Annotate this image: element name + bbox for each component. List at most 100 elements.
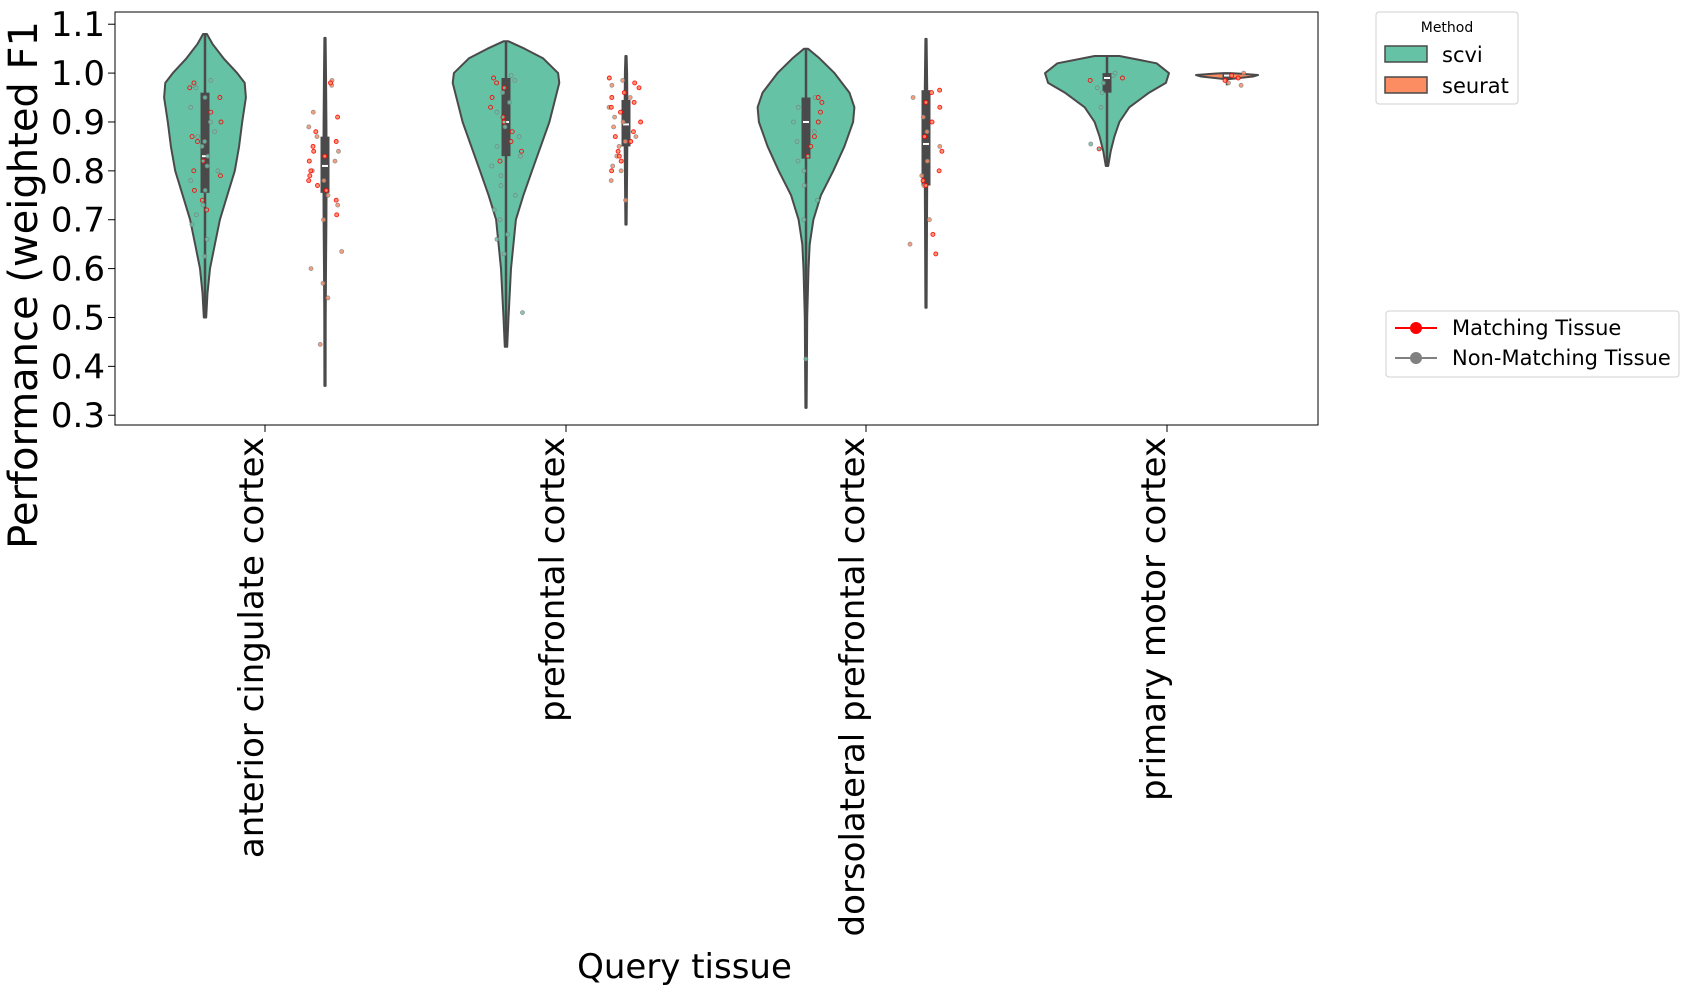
non-matching-point bbox=[325, 295, 331, 301]
violin-iqr-box bbox=[1102, 73, 1112, 93]
y-tick-label: 0.9 bbox=[51, 103, 105, 143]
non-matching-point bbox=[608, 178, 614, 184]
violin-iqr-box bbox=[621, 99, 631, 147]
non-matching-point bbox=[907, 241, 913, 247]
non-matching-point bbox=[325, 192, 331, 198]
violin-iqr-box bbox=[501, 77, 511, 157]
matching-point bbox=[191, 80, 197, 86]
matching-point bbox=[313, 129, 319, 135]
matching-point bbox=[805, 153, 811, 159]
non-matching-point bbox=[508, 73, 514, 78]
y-tick-label: 0.6 bbox=[51, 250, 105, 290]
non-matching-point bbox=[1099, 90, 1105, 95]
non-matching-point bbox=[920, 114, 926, 120]
matching-point bbox=[939, 148, 945, 154]
non-matching-point bbox=[520, 310, 525, 316]
matching-point bbox=[491, 75, 497, 81]
non-matching-point bbox=[1241, 70, 1247, 76]
matching-point bbox=[632, 80, 638, 86]
non-matching-point bbox=[927, 217, 932, 223]
non-matching-point bbox=[208, 78, 214, 83]
non-matching-point bbox=[212, 129, 218, 135]
tissue-legend-marker bbox=[1410, 322, 1422, 334]
non-matching-point bbox=[308, 266, 314, 272]
method-legend-swatch bbox=[1384, 45, 1428, 63]
violin-iqr-box bbox=[801, 97, 811, 159]
matching-point bbox=[500, 114, 506, 120]
matching-point bbox=[922, 134, 928, 140]
non-matching-point bbox=[815, 197, 820, 203]
matching-point bbox=[628, 139, 634, 144]
non-matching-point bbox=[795, 158, 801, 164]
matching-point bbox=[631, 99, 637, 105]
non-matching-point bbox=[791, 119, 796, 125]
matching-point bbox=[930, 231, 936, 237]
non-matching-point bbox=[189, 222, 195, 228]
non-matching-point bbox=[494, 143, 500, 149]
y-tick-label: 1.1 bbox=[51, 5, 105, 45]
matching-point bbox=[1120, 75, 1125, 81]
non-matching-point bbox=[910, 95, 916, 100]
non-matching-point bbox=[1112, 70, 1118, 76]
matching-point bbox=[509, 129, 515, 135]
non-matching-point bbox=[1094, 85, 1100, 91]
matching-point bbox=[929, 119, 935, 125]
matching-point bbox=[311, 148, 317, 154]
plot-frame bbox=[114, 11, 1319, 426]
matching-point bbox=[189, 134, 195, 140]
x-tick-label: primary motor cortex bbox=[1134, 437, 1174, 801]
non-matching-point bbox=[215, 168, 221, 174]
matching-point bbox=[1096, 146, 1102, 152]
non-matching-point bbox=[494, 109, 500, 115]
non-matching-point bbox=[633, 134, 639, 140]
method-legend-swatch bbox=[1384, 76, 1428, 94]
non-matching-point bbox=[512, 78, 518, 83]
matching-point bbox=[334, 212, 340, 218]
x-tick-label: dorsolateral prefrontal cortex bbox=[833, 437, 873, 936]
matching-point bbox=[488, 104, 494, 110]
non-matching-point bbox=[1226, 80, 1231, 86]
non-matching-point bbox=[512, 192, 518, 198]
matching-point bbox=[322, 153, 328, 159]
matching-point bbox=[811, 134, 817, 140]
tissue-legend-label: Matching Tissue bbox=[1452, 316, 1621, 340]
matching-point bbox=[199, 197, 205, 203]
matching-point bbox=[933, 251, 939, 257]
non-matching-point bbox=[314, 134, 320, 140]
matching-point bbox=[621, 90, 627, 96]
matching-point bbox=[323, 187, 329, 193]
non-matching-point bbox=[618, 168, 624, 174]
matching-point bbox=[606, 75, 612, 81]
non-matching-point bbox=[202, 95, 208, 100]
violin-iqr-box bbox=[320, 136, 330, 193]
non-matching-point bbox=[335, 202, 341, 208]
non-matching-point bbox=[502, 124, 508, 130]
y-axis-label: Performance (weighted F1 bbox=[1, 21, 47, 549]
matching-point bbox=[819, 99, 825, 105]
matching-point bbox=[608, 104, 614, 110]
non-matching-point bbox=[332, 158, 338, 164]
matching-point bbox=[218, 119, 224, 125]
non-matching-point bbox=[204, 236, 210, 242]
non-matching-point bbox=[623, 197, 628, 203]
matching-point bbox=[609, 95, 615, 100]
non-matching-point bbox=[500, 90, 506, 95]
matching-point bbox=[1229, 73, 1235, 78]
non-matching-point bbox=[609, 82, 615, 88]
matching-point bbox=[333, 197, 339, 203]
y-tick-label: 0.4 bbox=[51, 347, 105, 387]
non-matching-point bbox=[320, 280, 326, 286]
series-seurat bbox=[306, 36, 1259, 387]
y-tick-label: 1.0 bbox=[51, 54, 105, 94]
matching-point bbox=[630, 129, 636, 135]
non-matching-point bbox=[1098, 104, 1104, 110]
plot-layer bbox=[163, 33, 1259, 409]
matching-point bbox=[609, 168, 615, 174]
non-matching-point bbox=[204, 163, 210, 169]
matching-point bbox=[218, 173, 223, 179]
matching-point bbox=[618, 109, 623, 115]
matching-point bbox=[315, 183, 320, 188]
non-matching-point bbox=[336, 148, 341, 154]
non-matching-point bbox=[622, 139, 628, 144]
